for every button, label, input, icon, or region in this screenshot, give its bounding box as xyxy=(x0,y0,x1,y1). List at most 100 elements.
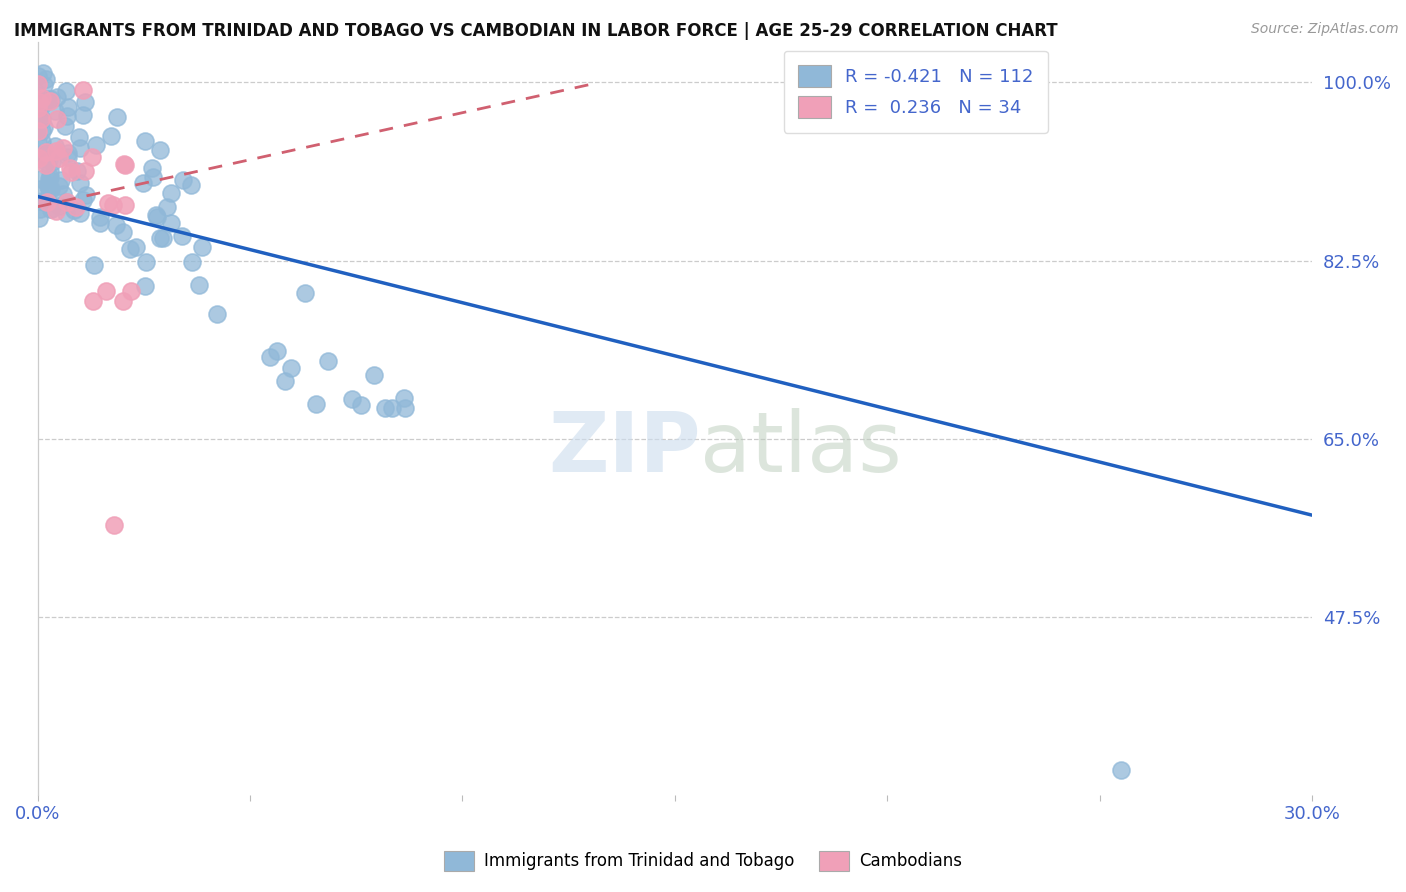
Point xyxy=(31,147,53,161)
Point xyxy=(30,172,52,186)
Point xyxy=(31,97,53,112)
Point xyxy=(69,140,91,154)
Point xyxy=(100,129,122,144)
Point xyxy=(111,225,134,239)
Point xyxy=(105,111,128,125)
Point xyxy=(145,208,167,222)
Point xyxy=(55,194,77,209)
Point xyxy=(56,194,79,209)
Point xyxy=(37,178,59,193)
Point xyxy=(27,78,49,92)
Point xyxy=(45,145,67,159)
Point xyxy=(52,186,75,201)
Point xyxy=(305,397,328,411)
Point xyxy=(32,78,55,92)
Point xyxy=(35,154,58,169)
Point xyxy=(86,137,108,152)
Point xyxy=(142,169,165,184)
Point xyxy=(27,120,49,135)
Point xyxy=(38,171,60,186)
Point xyxy=(41,202,63,217)
Point xyxy=(39,95,62,109)
Point xyxy=(65,164,87,178)
Point xyxy=(156,200,179,214)
Point xyxy=(56,150,79,164)
Point xyxy=(39,163,62,178)
Point xyxy=(35,157,58,171)
Point xyxy=(160,216,183,230)
Point xyxy=(363,368,385,382)
Point xyxy=(75,95,97,109)
Point xyxy=(28,108,51,122)
Point xyxy=(266,344,288,359)
Point xyxy=(38,152,60,166)
Point xyxy=(134,134,156,148)
Point xyxy=(172,172,194,186)
Point xyxy=(273,374,295,388)
Point xyxy=(31,124,53,138)
Point xyxy=(146,210,169,224)
Point xyxy=(28,182,51,196)
Legend: R = -0.421   N = 112, R =  0.236   N = 34: R = -0.421 N = 112, R = 0.236 N = 34 xyxy=(783,51,1047,133)
Point xyxy=(103,518,125,533)
Point xyxy=(63,203,86,218)
Point xyxy=(28,92,51,106)
Point xyxy=(53,119,76,133)
Point xyxy=(280,360,302,375)
Point xyxy=(28,211,51,225)
Point xyxy=(31,135,53,149)
Point xyxy=(89,216,111,230)
Point xyxy=(75,187,97,202)
Point xyxy=(27,124,49,138)
Point xyxy=(112,157,135,171)
Point xyxy=(58,100,80,114)
Point xyxy=(294,285,316,300)
Point xyxy=(114,158,136,172)
Point xyxy=(39,182,62,196)
Point xyxy=(67,130,90,145)
Point xyxy=(35,71,58,86)
Point xyxy=(65,200,87,214)
Point xyxy=(82,294,104,309)
Point xyxy=(32,66,55,80)
Point xyxy=(35,92,58,106)
Point xyxy=(41,155,63,169)
Point xyxy=(48,198,70,212)
Point xyxy=(31,194,53,209)
Point xyxy=(56,109,79,123)
Point xyxy=(35,194,58,208)
Point xyxy=(45,112,67,126)
Point xyxy=(180,255,202,269)
Point xyxy=(105,218,128,232)
Point xyxy=(394,401,416,416)
Point xyxy=(44,104,66,119)
Point xyxy=(135,255,157,269)
Text: atlas: atlas xyxy=(700,408,903,489)
Point xyxy=(160,186,183,200)
Point xyxy=(27,112,49,127)
Point xyxy=(55,84,77,98)
Point xyxy=(59,165,82,179)
Point xyxy=(205,307,228,321)
Point xyxy=(94,284,117,298)
Point xyxy=(52,141,75,155)
Point xyxy=(27,102,49,116)
Point xyxy=(32,120,55,134)
Point xyxy=(191,240,214,254)
Point xyxy=(35,145,58,160)
Point xyxy=(120,284,142,298)
Point xyxy=(56,146,79,161)
Point xyxy=(72,83,94,97)
Point xyxy=(381,401,404,416)
Point xyxy=(392,391,415,405)
Point xyxy=(69,206,91,220)
Point xyxy=(118,242,141,256)
Point xyxy=(39,202,62,216)
Point xyxy=(48,179,70,194)
Point xyxy=(45,90,67,104)
Point xyxy=(340,392,363,406)
Point xyxy=(149,143,172,157)
Point xyxy=(49,173,72,187)
Point xyxy=(27,135,49,149)
Point xyxy=(141,161,163,175)
